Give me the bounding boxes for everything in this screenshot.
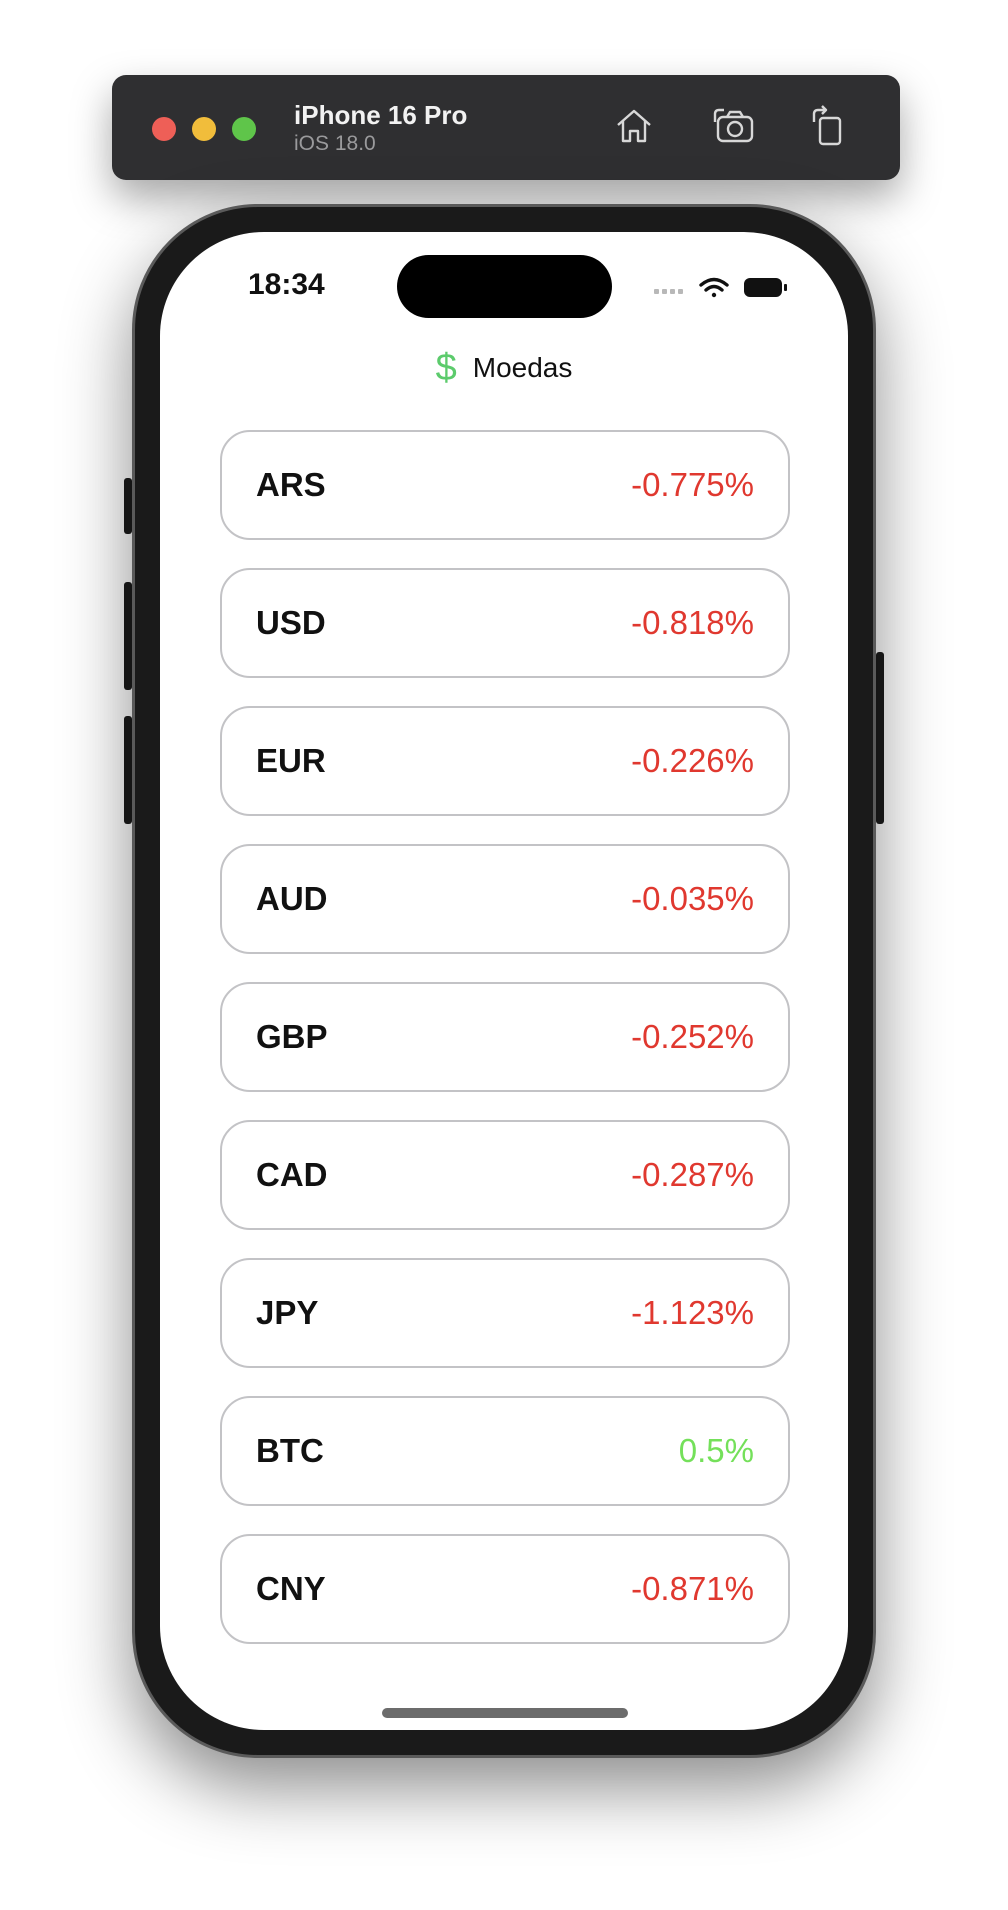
currency-change: -0.035% — [631, 880, 754, 917]
os-version: iOS 18.0 — [294, 132, 376, 155]
currency-row-cny[interactable]: CNY -0.871% — [220, 1534, 790, 1644]
currency-change: -1.123% — [631, 1294, 754, 1331]
currency-change: -0.287% — [631, 1156, 754, 1193]
status-icons — [652, 272, 792, 302]
currency-code: CNY — [256, 1570, 326, 1607]
home-icon[interactable] — [612, 104, 656, 148]
close-window-button[interactable] — [152, 117, 176, 141]
wifi-icon — [699, 277, 729, 298]
device-screen — [160, 232, 848, 1730]
currency-row-ars[interactable]: ARS -0.775% — [220, 430, 790, 540]
dynamic-island — [397, 255, 612, 318]
volume-up-button — [124, 582, 132, 690]
currency-row-cad[interactable]: CAD -0.287% — [220, 1120, 790, 1230]
currency-row-btc[interactable]: BTC 0.5% — [220, 1396, 790, 1506]
currency-change: -0.252% — [631, 1018, 754, 1055]
action-button — [124, 478, 132, 534]
volume-down-button — [124, 716, 132, 824]
currency-change: -0.226% — [631, 742, 754, 779]
home-indicator[interactable] — [382, 1708, 628, 1718]
currency-row-jpy[interactable]: JPY -1.123% — [220, 1258, 790, 1368]
page-title: Moedas — [472, 352, 573, 383]
power-button — [876, 652, 884, 824]
currency-change: -0.871% — [631, 1570, 754, 1607]
currency-row-eur[interactable]: EUR -0.226% — [220, 706, 790, 816]
currency-code: EUR — [256, 742, 326, 779]
currency-row-gbp[interactable]: GBP -0.252% — [220, 982, 790, 1092]
currency-row-usd[interactable]: USD -0.818% — [220, 568, 790, 678]
status-time: 18:34 — [248, 268, 325, 301]
battery-icon — [744, 278, 787, 297]
currency-code: CAD — [256, 1156, 328, 1193]
nav-bar: $ Moedas — [160, 346, 848, 390]
signal-icon — [654, 289, 683, 294]
screenshot-icon[interactable] — [712, 104, 756, 148]
currency-code: USD — [256, 604, 326, 641]
currency-code: AUD — [256, 880, 328, 917]
currency-change: 0.5% — [678, 1432, 754, 1469]
dollar-sign-icon: $ — [435, 347, 457, 389]
currency-row-aud[interactable]: AUD -0.035% — [220, 844, 790, 954]
currency-code: ARS — [256, 466, 326, 503]
rotate-icon[interactable] — [806, 104, 850, 148]
currency-code: GBP — [256, 1018, 328, 1055]
currency-code: BTC — [256, 1432, 324, 1469]
currency-change: -0.775% — [631, 466, 754, 503]
currency-code: JPY — [256, 1294, 319, 1331]
zoom-window-button[interactable] — [232, 117, 256, 141]
currency-list: ARS -0.775% USD -0.818% EUR -0.226% AUD -0.035%… — [220, 430, 790, 1672]
simulator-titlebar — [112, 75, 900, 180]
device-name: iPhone 16 Pro — [294, 100, 468, 130]
minimize-window-button[interactable] — [192, 117, 216, 141]
currency-change: -0.818% — [631, 604, 754, 641]
